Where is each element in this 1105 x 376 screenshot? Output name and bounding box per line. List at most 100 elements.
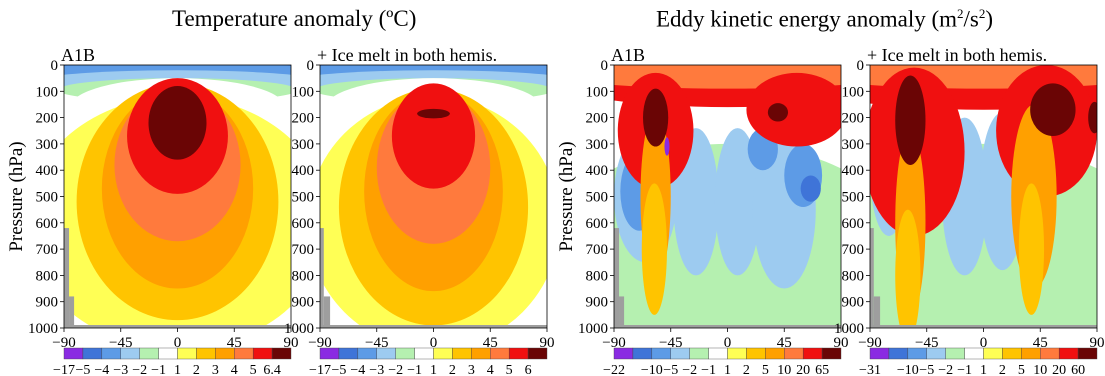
- colorbar-swatch: [433, 347, 453, 360]
- colorbar-label: −22: [603, 363, 625, 376]
- colorbar-swatch: [1058, 347, 1079, 360]
- colorbar-swatch: [983, 347, 1003, 360]
- panel-2-field: [320, 65, 547, 328]
- x-tick-label: −90: [52, 335, 75, 351]
- y-tick-label: 400: [36, 163, 59, 179]
- colorbar-label: −3: [113, 363, 128, 376]
- contour-region-10: [391, 83, 476, 189]
- surface-strip: [64, 325, 291, 328]
- colorbar-swatch: [508, 347, 529, 360]
- colorbar-swatch: [727, 347, 747, 360]
- colorbar-swatch: [196, 347, 216, 360]
- colorbar-label: −3: [369, 363, 384, 376]
- colorbar-label: 2: [743, 363, 750, 376]
- y-tick-label: 900: [36, 295, 59, 311]
- colorbar-label: −1: [407, 363, 422, 376]
- contour-region-16: [643, 88, 669, 147]
- colorbar-swatch: [907, 347, 927, 360]
- contour-region-18: [664, 137, 670, 156]
- y-tick-label: 800: [36, 268, 59, 284]
- panel-label: + Ice melt in both hemis.: [317, 45, 497, 65]
- x-tick-label: −45: [659, 335, 682, 351]
- topography-2: [323, 296, 331, 328]
- panel-1-field: [64, 65, 291, 328]
- panel-2: + Ice melt in both hemis.−90 −45 0 45 900100…: [284, 45, 555, 376]
- colorbar-label: 10: [777, 363, 791, 376]
- colorbar-label: 20: [796, 363, 810, 376]
- colorbar-label: 1: [980, 363, 987, 376]
- colorbar-label: −17: [309, 363, 331, 376]
- colorbar-label: 2: [449, 363, 456, 376]
- y-tick-label: 900: [292, 295, 315, 311]
- x-tick-label: 0: [980, 335, 988, 351]
- x-tick-label: −45: [915, 335, 938, 351]
- topography-2: [69, 296, 75, 328]
- y-tick-label: 800: [842, 268, 865, 284]
- colorbar-swatch: [177, 347, 197, 360]
- y-tick-label: 500: [292, 190, 315, 206]
- x-tick-label: 90: [540, 335, 555, 351]
- topography-1: [64, 228, 70, 328]
- surface-strip: [614, 325, 841, 328]
- colorbar-label: 5: [1018, 363, 1025, 376]
- x-tick-label: 90: [834, 335, 849, 351]
- panel-3-field: [614, 65, 841, 328]
- topography-1: [870, 228, 874, 328]
- y-tick-label: 900: [842, 295, 865, 311]
- colorbar-swatch: [708, 347, 728, 360]
- y-tick-label: 600: [36, 216, 59, 232]
- colorbar-label: −1: [701, 363, 716, 376]
- eke-title-main: Eddy kinetic energy anomaly (m: [656, 6, 958, 32]
- colorbar-swatch: [869, 347, 890, 360]
- eke-title-mid: /s: [963, 6, 979, 32]
- colorbar-swatch: [527, 347, 548, 360]
- colorbar-swatch: [452, 347, 472, 360]
- x-tick-label: 90: [284, 335, 299, 351]
- colorbar-swatch: [234, 347, 254, 360]
- colorbar-swatch: [471, 347, 491, 360]
- contour-region-14: [1030, 83, 1076, 137]
- colorbar-label: 4: [231, 363, 238, 376]
- colorbar-swatch: [139, 347, 159, 360]
- y-tick-label: 500: [842, 190, 865, 206]
- colorbar-swatch: [964, 347, 984, 360]
- y-tick-label: 0: [51, 58, 59, 74]
- colorbar-label: 1: [724, 363, 731, 376]
- colorbar-label: 60: [1071, 363, 1085, 376]
- colorbar-label: 5: [762, 363, 769, 376]
- colorbar-swatch: [357, 347, 377, 360]
- colorbar-swatch: [821, 347, 842, 360]
- colorbar-label: −10: [641, 363, 663, 376]
- y-tick-label: 1000: [578, 321, 608, 337]
- panel-1: A1B−90 −45 0 45 9001002003004005006007008009…: [6, 45, 299, 376]
- y-tick-label: 100: [36, 84, 59, 100]
- colorbar-label: 65: [815, 363, 829, 376]
- panel-4-field: [870, 65, 1097, 328]
- contour-region-12: [1018, 183, 1045, 315]
- x-tick-label: 45: [777, 335, 792, 351]
- colorbar-label: −2: [132, 363, 147, 376]
- colorbar-label: −1: [151, 363, 166, 376]
- y-axis-label: Pressure (hPa): [6, 141, 27, 251]
- y-tick-label: 600: [586, 216, 609, 232]
- y-tick-label: 500: [36, 190, 59, 206]
- contour-region-15: [746, 72, 841, 147]
- colorbar-swatch: [82, 347, 103, 360]
- surface-strip: [870, 325, 1097, 328]
- y-tick-label: 200: [586, 111, 609, 127]
- y-tick-label: 300: [842, 137, 865, 153]
- y-tick-label: 400: [842, 163, 865, 179]
- surface-strip: [320, 325, 547, 328]
- colorbar-swatch: [802, 347, 823, 360]
- eke-title-sup1: 2: [957, 6, 964, 21]
- colorbar-label: 3: [212, 363, 219, 376]
- eke-title-tail: ): [985, 6, 994, 32]
- colorbar-label: −2: [938, 363, 953, 376]
- colorbar-label: 6.4: [263, 363, 281, 376]
- colorbar-swatch: [395, 347, 415, 360]
- temperature-title-text: Temperature anomaly (ºC): [172, 6, 417, 31]
- panel-label: A1B: [611, 45, 645, 65]
- topography-2: [619, 296, 625, 328]
- colorbar-swatch: [651, 347, 671, 360]
